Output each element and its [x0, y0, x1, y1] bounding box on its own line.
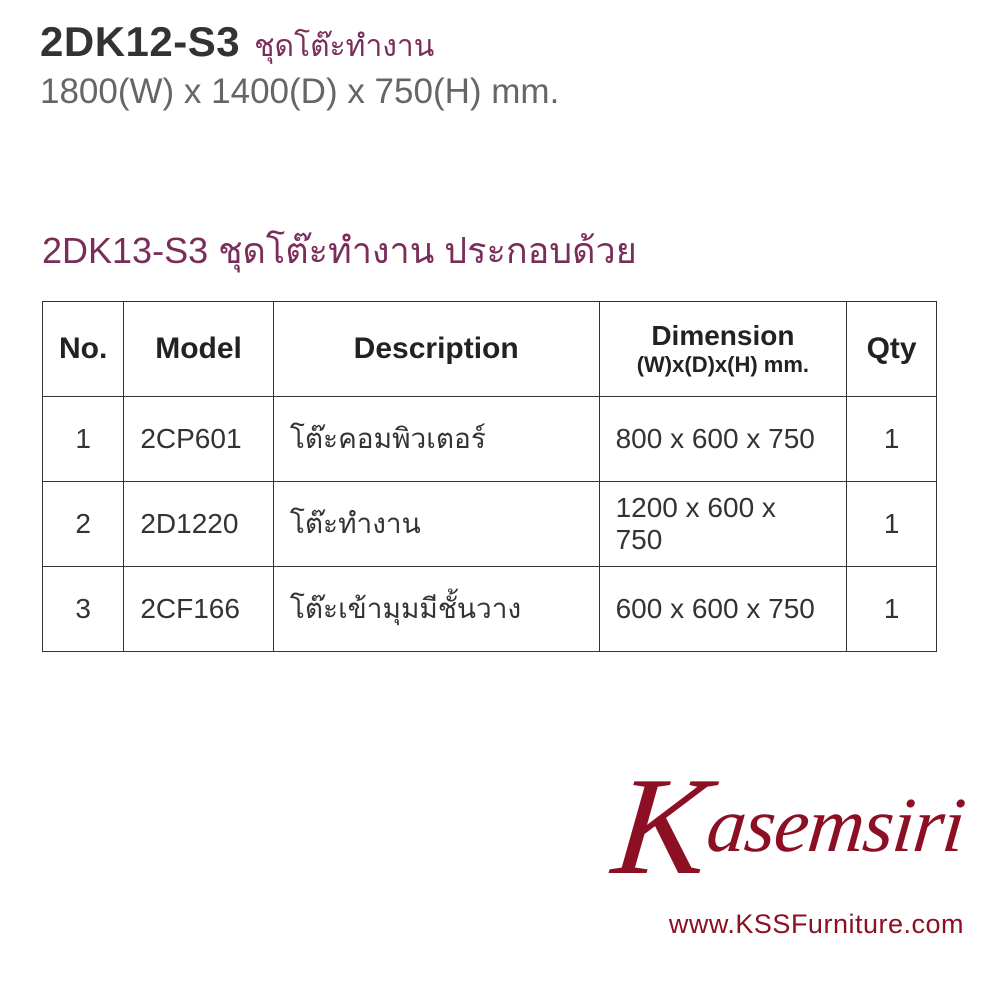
- cell-qty: 1: [847, 482, 937, 567]
- cell-model: 2CP601: [124, 397, 273, 482]
- brand-logo-rest: asemsiri: [703, 781, 969, 868]
- title-line: 2DK12-S3 ชุดโต๊ะทำงาน: [40, 18, 1000, 70]
- th-dimension-main: Dimension: [616, 320, 831, 352]
- th-dimension: Dimension (W)x(D)x(H) mm.: [599, 302, 847, 397]
- cell-dim: 800 x 600 x 750: [599, 397, 847, 482]
- th-description: Description: [273, 302, 599, 397]
- cell-qty: 1: [847, 567, 937, 652]
- table-body: 1 2CP601 โต๊ะคอมพิวเตอร์ 800 x 600 x 750…: [43, 397, 937, 652]
- cell-no: 2: [43, 482, 124, 567]
- cell-desc: โต๊ะคอมพิวเตอร์: [273, 397, 599, 482]
- cell-desc: โต๊ะเข้ามุมมีชั้นวาง: [273, 567, 599, 652]
- brand-logo-initial: K: [607, 749, 716, 904]
- overall-dimensions: 1800(W) x 1400(D) x 750(H) mm.: [40, 72, 1000, 112]
- spec-table: No. Model Description Dimension (W)x(D)x…: [42, 301, 937, 652]
- table-header-row: No. Model Description Dimension (W)x(D)x…: [43, 302, 937, 397]
- cell-dim: 600 x 600 x 750: [599, 567, 847, 652]
- section-title: 2DK13-S3 ชุดโต๊ะทำงาน ประกอบด้วย: [42, 222, 1000, 279]
- model-code: 2DK12-S3: [40, 18, 240, 66]
- cell-no: 1: [43, 397, 124, 482]
- cell-dim: 1200 x 600 x 750: [599, 482, 847, 567]
- th-dimension-sub: (W)x(D)x(H) mm.: [616, 352, 831, 377]
- cell-no: 3: [43, 567, 124, 652]
- table-row: 1 2CP601 โต๊ะคอมพิวเตอร์ 800 x 600 x 750…: [43, 397, 937, 482]
- th-no: No.: [43, 302, 124, 397]
- brand-url: www.KSSFurniture.com: [615, 909, 964, 940]
- cell-qty: 1: [847, 397, 937, 482]
- table-row: 3 2CF166 โต๊ะเข้ามุมมีชั้นวาง 600 x 600 …: [43, 567, 937, 652]
- product-type: ชุดโต๊ะทำงาน: [254, 23, 434, 70]
- product-header: 2DK12-S3 ชุดโต๊ะทำงาน 1800(W) x 1400(D) …: [0, 0, 1000, 112]
- th-qty: Qty: [847, 302, 937, 397]
- brand-block: Kasemsiri www.KSSFurniture.com: [615, 771, 964, 940]
- table-row: 2 2D1220 โต๊ะทำงาน 1200 x 600 x 750 1: [43, 482, 937, 567]
- th-model: Model: [124, 302, 273, 397]
- cell-model: 2CF166: [124, 567, 273, 652]
- cell-model: 2D1220: [124, 482, 273, 567]
- brand-logo: Kasemsiri: [609, 771, 970, 883]
- cell-desc: โต๊ะทำงาน: [273, 482, 599, 567]
